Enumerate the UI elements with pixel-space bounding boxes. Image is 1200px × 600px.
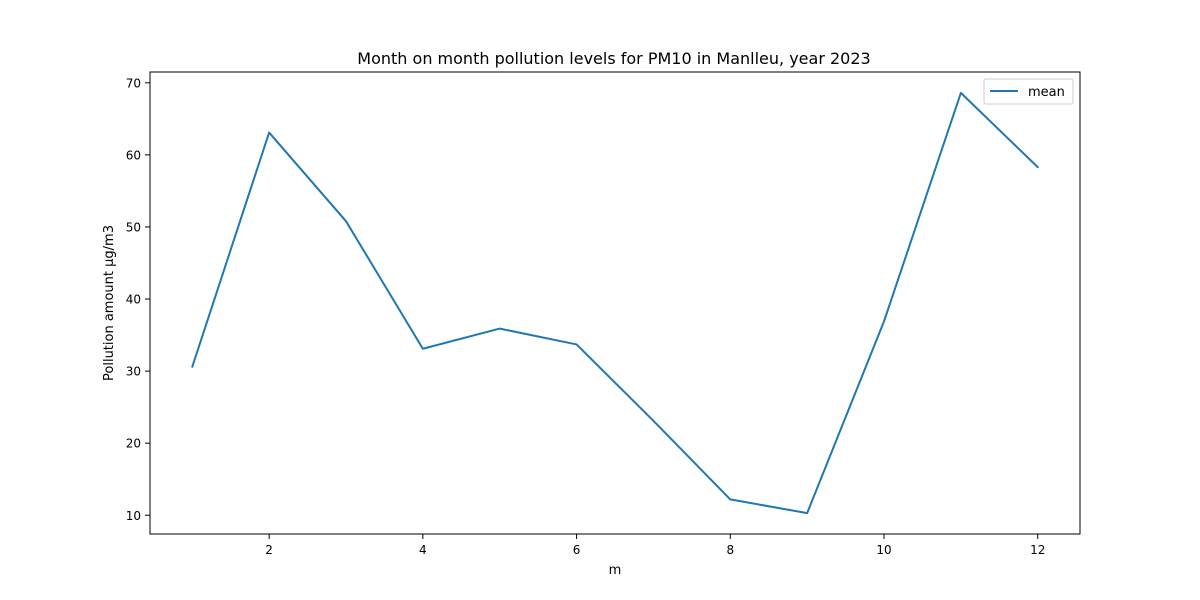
y-tick-label: 20 (126, 437, 141, 451)
y-tick-label: 70 (126, 76, 141, 90)
plot-frame (149, 71, 1081, 535)
y-axis-label: Pollution amount µg/m3 (102, 225, 117, 381)
x-tick-label: 8 (726, 543, 734, 557)
x-tick-label: 10 (876, 543, 891, 557)
x-tick-label: 6 (573, 543, 581, 557)
legend: mean (983, 78, 1074, 105)
chart-title: Month on month pollution levels for PM10… (357, 49, 870, 68)
y-tick-label: 50 (126, 220, 141, 234)
y-tick-label: 60 (126, 148, 141, 162)
x-axis: 2 4 6 8 10 12 (265, 534, 1045, 557)
x-tick-label: 2 (265, 543, 273, 557)
x-axis-label: m (609, 563, 622, 578)
y-tick-label: 40 (126, 293, 141, 307)
x-tick-label: 4 (419, 543, 427, 557)
x-tick-label: 12 (1030, 543, 1045, 557)
series-layer (191, 91, 1039, 515)
y-tick-label: 10 (126, 509, 141, 523)
legend-label-mean: mean (1028, 85, 1065, 100)
legend-box (983, 78, 1074, 105)
y-tick-label: 30 (126, 365, 141, 379)
series-line-mean (191, 91, 1039, 515)
y-axis: 10 20 30 40 50 60 70 (126, 76, 150, 523)
